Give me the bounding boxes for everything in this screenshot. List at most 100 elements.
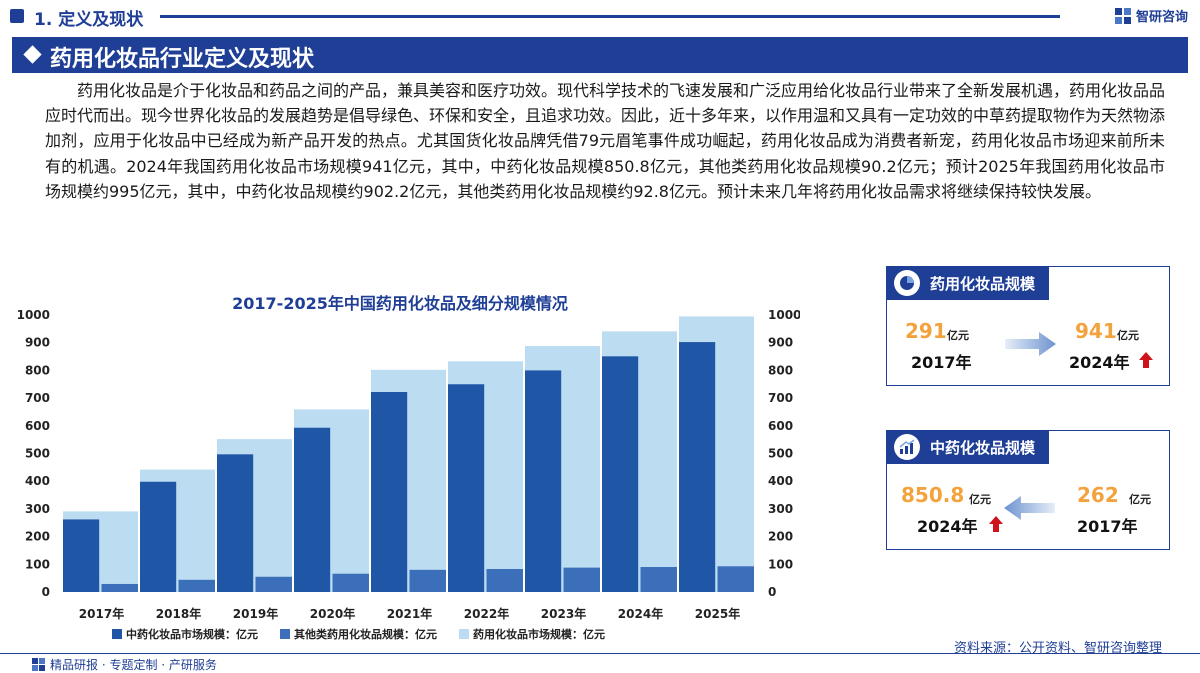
year-2024: 2024年 [1069, 353, 1130, 372]
x-tick-label: 2018年 [156, 606, 201, 621]
title-banner: 药用化妆品行业定义及现状 [12, 37, 1188, 73]
x-tick-label: 2024年 [618, 606, 663, 621]
logo-icon [1114, 7, 1131, 24]
logo-text: 智研咨询 [1135, 10, 1188, 25]
left-arrow-icon [1004, 496, 1055, 520]
section-marker [10, 9, 24, 23]
intro-paragraph: 药用化妆品是介于化妆品和药品之间的产品，兼具美容和医疗功效。现代科学技术的飞速发… [45, 81, 1166, 201]
unit-2017: 亿元 [947, 329, 969, 342]
x-tick-label: 2022年 [464, 606, 509, 621]
bar-tcm [63, 519, 100, 592]
y-tick-label-right: 900 [768, 336, 793, 350]
bar-tcm [140, 481, 177, 592]
y-tick-label-left: 400 [25, 474, 50, 488]
card-tcm-cosmetics: 中药化妆品规模 850.8 亿元 2024年 262 亿元 2017年 [886, 430, 1170, 550]
y-tick-label-right: 500 [768, 447, 793, 461]
year-2017: 2017年 [911, 353, 972, 372]
y-tick-label-right: 0 [768, 585, 776, 599]
y-tick-label-left: 1000 [17, 308, 50, 322]
diamond-icon [23, 45, 42, 64]
legend-item-other: 其他类药用化妆品规模：亿元 [280, 626, 437, 642]
x-tick-label: 2023年 [541, 606, 586, 621]
growth-chart-icon [894, 434, 920, 460]
year-2024: 2024年 [917, 517, 978, 536]
y-tick-label-left: 300 [25, 502, 50, 516]
chart-title: 2017-2025年中国药用化妆品及细分规模情况 [232, 294, 568, 313]
unit-2024: 亿元 [969, 493, 991, 506]
x-tick-label: 2019年 [233, 606, 278, 621]
x-tick-label: 2020年 [310, 606, 355, 621]
bar-other [563, 567, 600, 592]
y-tick-label-right: 300 [768, 502, 793, 516]
y-tick-label-right: 400 [768, 474, 793, 488]
y-tick-label-left: 200 [25, 530, 50, 544]
value-2017: 291 [905, 319, 947, 343]
bar-other [332, 573, 369, 592]
value-2024: 850.8 [901, 483, 965, 507]
value-2017: 262 [1077, 483, 1119, 507]
legend-label-other: 其他类药用化妆品规模：亿元 [294, 628, 437, 641]
footer: 精品研报 · 专题定制 · 产研服务 [0, 653, 1200, 673]
bar-other [640, 567, 677, 592]
bar-other [717, 566, 754, 592]
bar-other [255, 576, 292, 592]
bar-tcm [525, 370, 562, 592]
bar-tcm [679, 342, 716, 592]
y-tick-label-right: 800 [768, 363, 793, 377]
legend-swatch-total [459, 629, 469, 639]
y-tick-label-left: 0 [42, 585, 50, 599]
bar-tcm [448, 384, 485, 592]
unit-2017: 亿元 [1129, 493, 1151, 506]
y-tick-label-right: 600 [768, 419, 793, 433]
x-tick-label: 2017年 [79, 606, 124, 621]
card-pharma-cosmetics: 药用化妆品规模 291 亿元 2017年 941 亿元 2024年 [886, 266, 1170, 386]
bar-tcm [602, 356, 639, 592]
bar-chart: 0 0 100 100 200 200 300 300 400 400 500 500 600 600 70… [17, 308, 800, 621]
x-tick-label: 2021年 [387, 606, 432, 621]
bar-tcm [217, 454, 254, 592]
card-title: 药用化妆品规模 [930, 274, 1036, 293]
year-2017: 2017年 [1077, 517, 1138, 536]
y-tick-label-right: 1000 [768, 308, 800, 322]
y-tick-label-right: 200 [768, 530, 793, 544]
top-header: 1. 定义及现状 智研咨询 [0, 0, 1200, 32]
y-tick-label-left: 100 [25, 557, 50, 571]
footer-logo-icon [32, 658, 45, 671]
bar-tcm [294, 427, 331, 592]
y-tick-label-left: 500 [25, 447, 50, 461]
bar-other [409, 569, 446, 592]
card-header: 中药化妆品规模 [886, 430, 1050, 464]
y-tick-label-right: 700 [768, 391, 793, 405]
legend-label-total: 药用化妆品市场规模：亿元 [473, 628, 605, 641]
legend-item-total: 药用化妆品市场规模：亿元 [459, 626, 605, 642]
card-header: 药用化妆品规模 [886, 266, 1050, 300]
bar-tcm [371, 392, 408, 592]
y-tick-label-left: 900 [25, 336, 50, 350]
y-tick-label-left: 800 [25, 363, 50, 377]
chart-legend: 中药化妆品市场规模：亿元 其他类药用化妆品规模：亿元 药用化妆品市场规模：亿元 [112, 626, 605, 642]
brand-logo: 智研咨询 [1114, 6, 1188, 25]
bar-other [486, 569, 523, 592]
bar-other [178, 579, 215, 592]
card-title: 中药化妆品规模 [930, 438, 1036, 457]
footer-text: 精品研报 · 专题定制 · 产研服务 [50, 658, 217, 672]
bar-other [101, 583, 138, 592]
value-2024: 941 [1075, 319, 1117, 343]
legend-swatch-tcm [112, 629, 122, 639]
header-rule [160, 15, 1060, 18]
legend-item-tcm: 中药化妆品市场规模：亿元 [112, 626, 258, 642]
right-arrow-icon [1005, 332, 1056, 356]
up-arrow-icon [989, 516, 1003, 532]
y-tick-label-right: 100 [768, 557, 793, 571]
y-tick-label-left: 700 [25, 391, 50, 405]
up-arrow-icon [1139, 352, 1153, 368]
section-title: 1. 定义及现状 [34, 10, 144, 30]
x-tick-label: 2025年 [695, 606, 740, 621]
legend-label-tcm: 中药化妆品市场规模：亿元 [126, 628, 258, 641]
page-title: 药用化妆品行业定义及现状 [50, 47, 315, 72]
source-note: 资料来源：公开资料、智研咨询整理 [953, 641, 1162, 656]
pie-chart-icon [894, 270, 920, 296]
legend-swatch-other [280, 629, 290, 639]
y-tick-label-left: 600 [25, 419, 50, 433]
unit-2024: 亿元 [1117, 329, 1139, 342]
